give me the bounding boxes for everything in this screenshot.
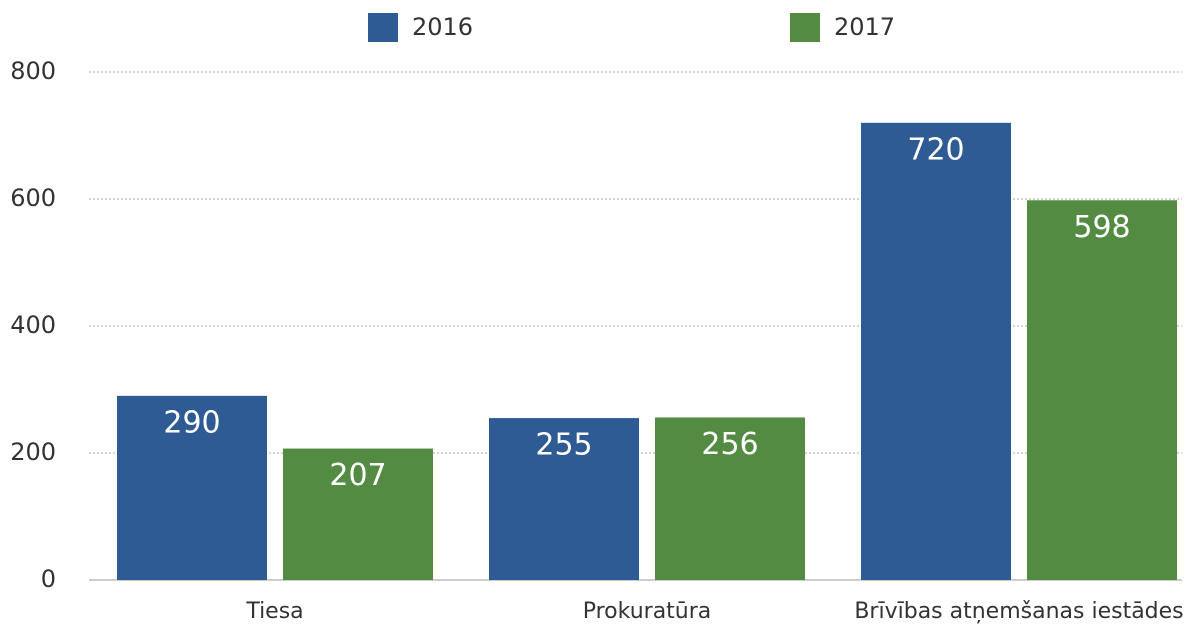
- y-tick-label: 400: [10, 311, 56, 339]
- data-label: 290: [163, 405, 220, 440]
- data-label: 598: [1073, 210, 1130, 245]
- legend-label: 2017: [834, 13, 895, 41]
- y-tick-label: 800: [10, 57, 56, 85]
- bar: [1027, 200, 1177, 580]
- data-label: 255: [535, 428, 592, 463]
- x-tick-label: Tiesa: [245, 599, 303, 624]
- data-label: 207: [329, 458, 386, 493]
- legend-label: 2016: [412, 13, 473, 41]
- x-tick-label: Prokuratūra: [583, 599, 712, 624]
- bar: [283, 448, 433, 580]
- y-tick-label: 0: [41, 565, 56, 593]
- x-tick-label: Brīvības atņemšanas iestādes: [854, 599, 1183, 624]
- legend-swatch: [368, 13, 398, 42]
- bar: [117, 395, 267, 580]
- data-label: 720: [907, 132, 964, 167]
- y-tick-label: 600: [10, 184, 56, 212]
- bar: [861, 122, 1011, 581]
- legend-swatch: [790, 13, 820, 42]
- data-label: 256: [701, 427, 758, 462]
- y-tick-label: 200: [10, 438, 56, 466]
- bar: [655, 417, 805, 580]
- bar: [489, 418, 639, 580]
